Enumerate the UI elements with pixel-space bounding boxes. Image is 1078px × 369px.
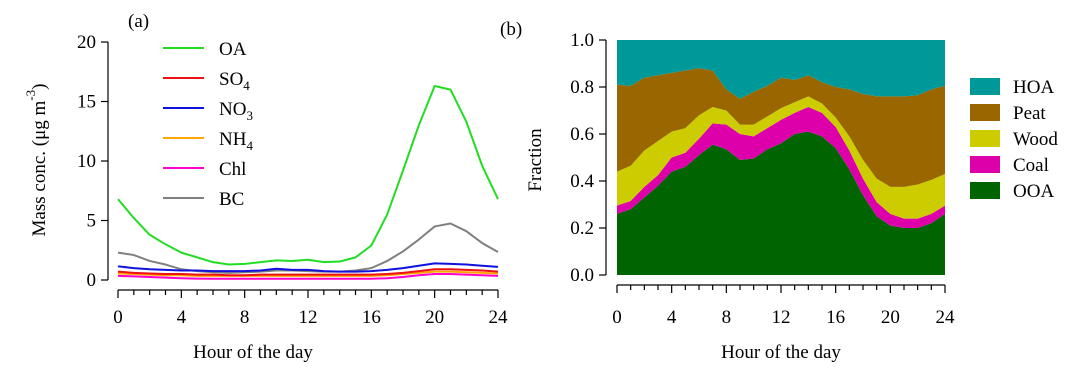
legend-label-peat: Peat <box>1013 103 1046 124</box>
panel-a-ylabel-sup: -3 <box>23 90 38 101</box>
area-coal <box>617 106 945 228</box>
legend-label-oa: OA <box>219 39 247 60</box>
panel-b-x-tick-label: 24 <box>936 307 956 328</box>
panel-a-y-tick-label: 5 <box>87 211 97 232</box>
panel-b-x-tick-label: 0 <box>612 307 622 328</box>
legend-swatch-coal <box>970 156 1000 173</box>
panel-a-x-tick-label: 12 <box>299 307 318 328</box>
panel-b-y-tick-label: 1.0 <box>570 30 594 51</box>
panel-a-y-tick-label: 20 <box>77 32 96 53</box>
panel-b-x-tick-label: 4 <box>667 307 677 328</box>
legend-label-ooa: OOA <box>1013 181 1054 202</box>
panel-a-x-tick-label: 24 <box>489 307 509 328</box>
panel-a-x-ticks: 0 4 8 12 16 20 24 <box>113 290 508 328</box>
legend-swatch-hoa <box>970 78 1000 95</box>
panel-a-y-ticks: 0 5 10 15 20 <box>77 32 108 291</box>
panel-a-x-tick-label: 0 <box>113 307 123 328</box>
panel-a-series-lines <box>117 85 499 280</box>
series-line-oa <box>117 85 499 266</box>
panel-a-ylabel-suffix: ) <box>29 84 50 90</box>
legend-swatch-ooa <box>970 182 1000 199</box>
legend-label-so4: SO4 <box>219 69 250 93</box>
series-line-nh4 <box>117 270 499 277</box>
series-line-no3 <box>117 262 499 273</box>
panel-b-y-ticks: 0.0 0.2 0.4 0.6 0.8 1.0 <box>570 30 606 286</box>
legend-swatch-peat <box>970 104 1000 121</box>
panel-b-y-tick-label: 0.6 <box>570 124 594 145</box>
series-line-chl <box>117 273 499 280</box>
panel-b-legend: HOA Peat Wood Coal OOA <box>970 77 1058 202</box>
panel-a-label: (a) <box>128 11 149 32</box>
panel-b-x-axis-label: Hour of the day <box>721 342 841 363</box>
panel-b-x-tick-label: 20 <box>881 307 900 328</box>
panel-b-x-tick-label: 12 <box>772 307 791 328</box>
panel-a-x-tick-label: 16 <box>362 307 381 328</box>
area-peat <box>617 68 945 187</box>
panel-a-ylabel-main: Mass conc. (μg m <box>29 100 50 236</box>
legend-swatch-wood <box>970 130 1000 147</box>
panel-a-x-tick-label: 8 <box>240 307 250 328</box>
legend-label-bc: BC <box>219 189 244 210</box>
panel-a-legend: OA SO4 NO3 NH4 Chl BC <box>163 39 253 210</box>
panel-b-x-ticks: 0 4 8 12 16 20 24 <box>612 285 955 328</box>
legend-label-wood: Wood <box>1013 129 1058 150</box>
panel-b-y-axis-label: Fraction <box>525 128 546 192</box>
series-line-so4 <box>117 268 499 277</box>
panel-a-y-tick-label: 0 <box>87 270 97 291</box>
area-hoa <box>617 40 945 99</box>
panel-a-x-tick-label: 4 <box>177 307 187 328</box>
panel-b-stacked-area-chart: (b) 0.0 0.2 0.4 0.6 0.8 1.0 0 4 8 12 16 20 24 Fract… <box>500 19 1058 363</box>
panel-a-y-tick-label: 10 <box>77 151 96 172</box>
panel-a-x-tick-label: 20 <box>425 307 444 328</box>
legend-label-coal: Coal <box>1013 155 1049 176</box>
series-line-bc <box>117 222 499 274</box>
panel-a-y-axis-label: Mass conc. (μg m-3) <box>23 84 50 237</box>
panel-b-y-tick-label: 0.2 <box>570 218 594 239</box>
area-ooa <box>617 131 945 275</box>
panel-b-y-tick-label: 0.8 <box>570 77 594 98</box>
legend-label-hoa: HOA <box>1013 77 1054 98</box>
panel-a-y-tick-label: 15 <box>77 92 96 113</box>
legend-label-chl: Chl <box>219 159 246 180</box>
legend-label-no3: NO3 <box>219 99 253 123</box>
area-wood <box>617 96 945 219</box>
panel-b-x-tick-label: 16 <box>826 307 845 328</box>
panel-b-y-tick-label: 0.4 <box>570 171 594 192</box>
panel-b-label: (b) <box>500 19 522 40</box>
panel-a-line-chart: (a) 0 5 10 15 20 0 4 8 12 16 20 24 Mass conc. (μg … <box>23 11 508 363</box>
panel-b-x-tick-label: 8 <box>722 307 732 328</box>
panel-b-y-tick-label: 0.0 <box>570 265 594 286</box>
panel-a-x-axis-label: Hour of the day <box>193 342 313 363</box>
legend-label-nh4: NH4 <box>219 129 253 153</box>
panel-b-series-areas <box>617 40 945 275</box>
